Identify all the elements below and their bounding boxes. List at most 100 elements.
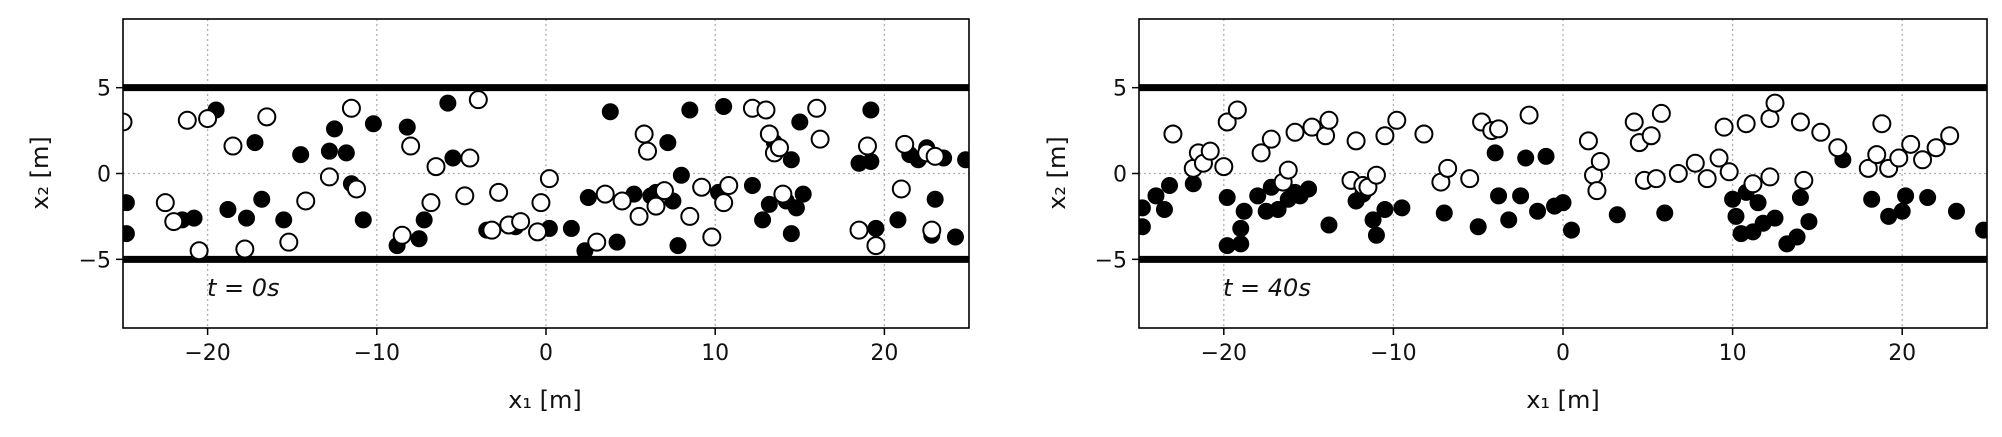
left-open-point (531, 193, 551, 213)
right-open-point (1760, 167, 1780, 187)
left-filled-point (219, 201, 237, 219)
right-filled-point (1490, 187, 1508, 205)
right-open-point (1889, 148, 1909, 168)
right-time-annotation: t = 40s (1223, 274, 1311, 302)
left-open-point (164, 212, 184, 232)
right-filled-point (1364, 211, 1382, 229)
left-filled-point (862, 152, 880, 170)
right-open-point (1858, 158, 1878, 178)
right-filled-point (1469, 218, 1487, 236)
left-open-point (595, 184, 615, 204)
left-open-point (922, 220, 942, 240)
right-open-point (1214, 157, 1234, 177)
left-open-point (807, 98, 827, 118)
right-filled-point (1300, 180, 1318, 198)
left-filled-point (681, 101, 699, 119)
left-y-tick-label: −5 (79, 248, 111, 273)
left-filled-point (562, 219, 580, 237)
left-open-point (646, 196, 666, 216)
right-y-tick-label: −5 (1095, 248, 1127, 273)
right-open-point (1438, 158, 1458, 178)
right-open-point (1697, 169, 1717, 189)
right-filled-point (1376, 201, 1394, 219)
right-filled-point (1232, 235, 1250, 253)
left-open-point (895, 134, 915, 154)
left-filled-point (787, 199, 805, 217)
left-filled-point (185, 209, 203, 227)
right-open-point (1736, 114, 1756, 134)
left-filled-point (326, 120, 343, 138)
right-filled-point (1147, 187, 1165, 205)
right-open-point (1790, 112, 1810, 132)
right-open-point (1867, 145, 1887, 165)
right-open-point (1366, 165, 1386, 185)
left-x-tick-label: 20 (870, 341, 898, 366)
right-open-point (1375, 126, 1395, 146)
left-open-point (714, 193, 734, 213)
right-open-point (1926, 138, 1946, 158)
left-open-point (346, 179, 366, 199)
right-open-point (1489, 119, 1509, 139)
right-filled-point (1893, 202, 1911, 220)
left-open-point (401, 136, 421, 156)
right-filled-point (1320, 216, 1338, 234)
right-filled-point (1947, 202, 1965, 220)
left-open-point (296, 191, 316, 211)
left-filled-point (415, 211, 433, 229)
left-open-point (925, 146, 945, 166)
left-open-point (769, 138, 789, 158)
left-filled-point (123, 225, 135, 243)
right-filled-point (1608, 206, 1626, 224)
right-open-point (1709, 148, 1729, 168)
right-open-point (1316, 126, 1336, 146)
right-y-tick-label: 0 (1113, 163, 1127, 188)
left-open-point (849, 220, 869, 240)
left-filled-point (123, 194, 135, 212)
right-open-point (1251, 143, 1271, 163)
right-open-point (1913, 150, 1933, 170)
right-filled-point (1724, 190, 1742, 208)
right-filled-point (1517, 149, 1535, 167)
left-open-point (702, 227, 722, 247)
left-filled-point (364, 115, 382, 133)
left-open-point (810, 129, 830, 149)
left-open-point (392, 225, 412, 245)
right-open-point (1590, 151, 1610, 171)
left-open-point (528, 222, 548, 242)
left-x-tick-label: 0 (539, 341, 553, 366)
left-filled-point (782, 151, 800, 169)
left-open-point (719, 176, 739, 196)
right-filled-point (1139, 218, 1151, 236)
right-open-point (1719, 162, 1739, 182)
left-y-tick-label: 5 (97, 77, 111, 102)
left-open-point (421, 193, 441, 213)
left-filled-point (398, 118, 416, 136)
right-x-tick-label: −10 (1370, 341, 1416, 366)
left-open-point (638, 141, 658, 161)
left-x-tick-label: −20 (184, 341, 230, 366)
right-x-tick-label: 0 (1556, 341, 1570, 366)
left-filled-point (444, 149, 462, 167)
left-open-point (482, 220, 502, 240)
left-open-point (257, 107, 277, 127)
right-filled-point (1975, 221, 1987, 239)
left-open-point (155, 193, 175, 213)
left-open-point (319, 167, 339, 187)
right-filled-point (1529, 202, 1547, 220)
right-open-point (1624, 112, 1644, 132)
right-filled-point (1218, 189, 1236, 207)
right-filled-point (1863, 190, 1881, 208)
right-open-point (1346, 131, 1366, 151)
right-filled-point (1249, 187, 1267, 205)
left-filled-point (669, 237, 687, 255)
left-open-point (756, 100, 776, 120)
right-filled-point (1367, 226, 1385, 244)
right-open-point (1685, 153, 1705, 173)
right-points-group (1139, 93, 1987, 255)
left-open-point (223, 136, 243, 156)
right-filled-point (1800, 213, 1818, 231)
right-open-point (1760, 109, 1780, 129)
left-filled-point (579, 189, 597, 207)
left-open-point (455, 186, 475, 206)
left-y-axis-label: x₂ [m] (26, 136, 54, 210)
